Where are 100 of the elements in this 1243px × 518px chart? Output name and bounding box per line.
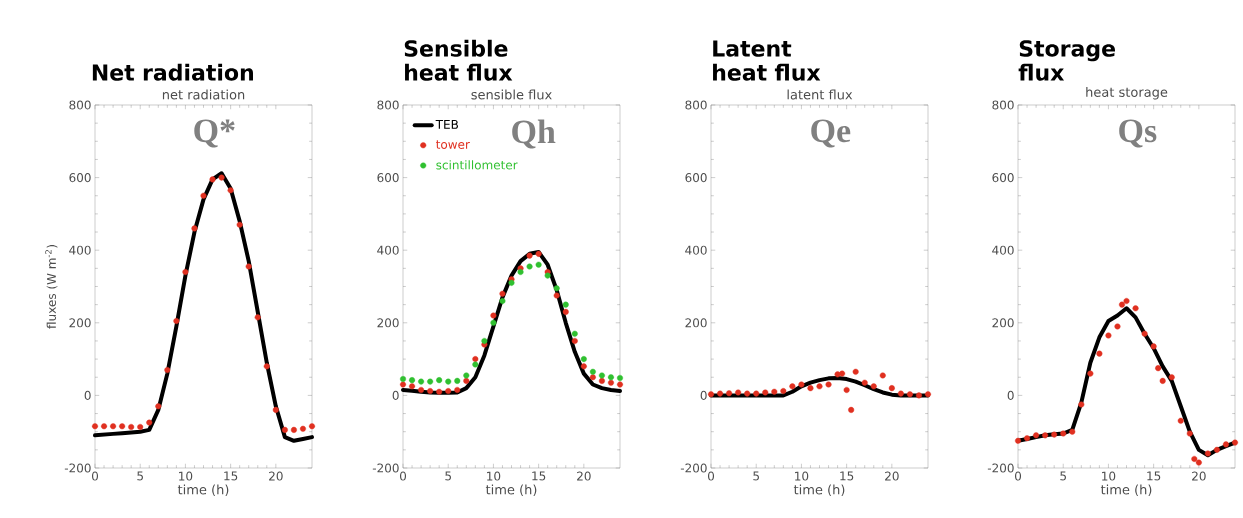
point [1096,350,1103,357]
point [400,381,406,388]
point [155,403,162,410]
point [418,378,425,385]
point [263,363,270,370]
legend-label: TEB [435,120,459,129]
annotation: Q* [194,119,235,148]
point [753,390,760,397]
x-axis-title: time (h) [485,484,537,497]
point [580,363,587,370]
point [848,406,855,413]
point [400,376,406,383]
x-tick-label: 10 [179,471,193,481]
point [744,390,751,397]
point [436,377,443,384]
point [789,383,796,390]
chart-title: Net radiation [92,63,253,81]
x-tick-label: 20 [885,471,899,481]
point [526,252,533,259]
point [427,388,434,395]
point [598,377,605,384]
y-tick-label: 800 [992,100,1014,110]
point [834,371,841,378]
point [445,388,452,395]
point [870,383,877,390]
point [1204,450,1211,457]
point [454,377,461,384]
point [272,406,279,413]
x-tick-label: 5 [1060,471,1066,481]
point [146,419,153,426]
point [281,426,288,433]
point [816,383,823,390]
y-tick-label: 400 [992,245,1014,255]
point [245,263,252,270]
point [1087,370,1094,377]
x-tick-label: 0 [399,471,407,481]
point [1069,428,1076,435]
point [1191,455,1198,462]
y-tick-label: 200 [69,318,91,328]
x-axis-title: time (h) [793,484,845,497]
point [445,378,452,385]
point [299,425,306,432]
point [735,389,742,396]
y-tick-label: 200 [685,318,707,328]
y-tick-label: -200 [64,463,91,473]
y-tick-label: 600 [992,173,1014,183]
x-tick-label: 10 [795,471,809,481]
point [128,423,135,430]
point [1033,432,1040,439]
point [1114,323,1121,330]
point [164,366,171,373]
point [571,330,578,337]
point [825,381,832,388]
point [472,356,479,363]
point [1123,298,1130,305]
x-tick-label: 20 [269,471,283,481]
y-tick-label: 800 [685,100,707,110]
point [843,386,850,393]
point [218,174,225,181]
point [454,386,461,393]
y-tick-label: 600 [685,173,707,183]
point [1232,439,1239,446]
point [1078,401,1085,408]
point [915,392,922,399]
y-tick-label: 400 [377,245,399,255]
x-tick-label: 10 [487,471,501,481]
point [309,423,315,430]
point [409,377,416,384]
point [607,374,614,381]
point [562,301,569,308]
point [436,388,443,395]
y-tick-label: 600 [69,173,91,183]
y-tick-label: 800 [377,100,399,110]
x-tick-label: 0 [707,471,715,481]
y-tick-label: 0 [700,390,707,400]
point [182,268,189,275]
y-tick-label: -200 [987,463,1014,473]
y-tick-label: 800 [69,100,91,110]
point [708,391,715,398]
point [562,308,569,315]
point [771,388,778,395]
y-tick-label: 400 [69,245,91,255]
point [1222,441,1229,448]
point [861,379,868,386]
point [173,317,180,324]
point [580,356,587,363]
point [888,385,895,392]
point [1118,301,1125,308]
point [227,187,234,194]
point [553,292,560,299]
y-tick-label: -200 [680,463,707,473]
point [427,378,434,385]
x-tick-label: 20 [1192,471,1206,481]
point [535,250,542,257]
x-tick-label: 5 [137,471,143,481]
x-tick-label: 10 [1102,471,1116,481]
chart-title: Storage flux [1018,40,1115,81]
point [200,192,207,199]
y-tick-label: -200 [372,463,399,473]
legend-label: scintillometer [436,160,518,170]
